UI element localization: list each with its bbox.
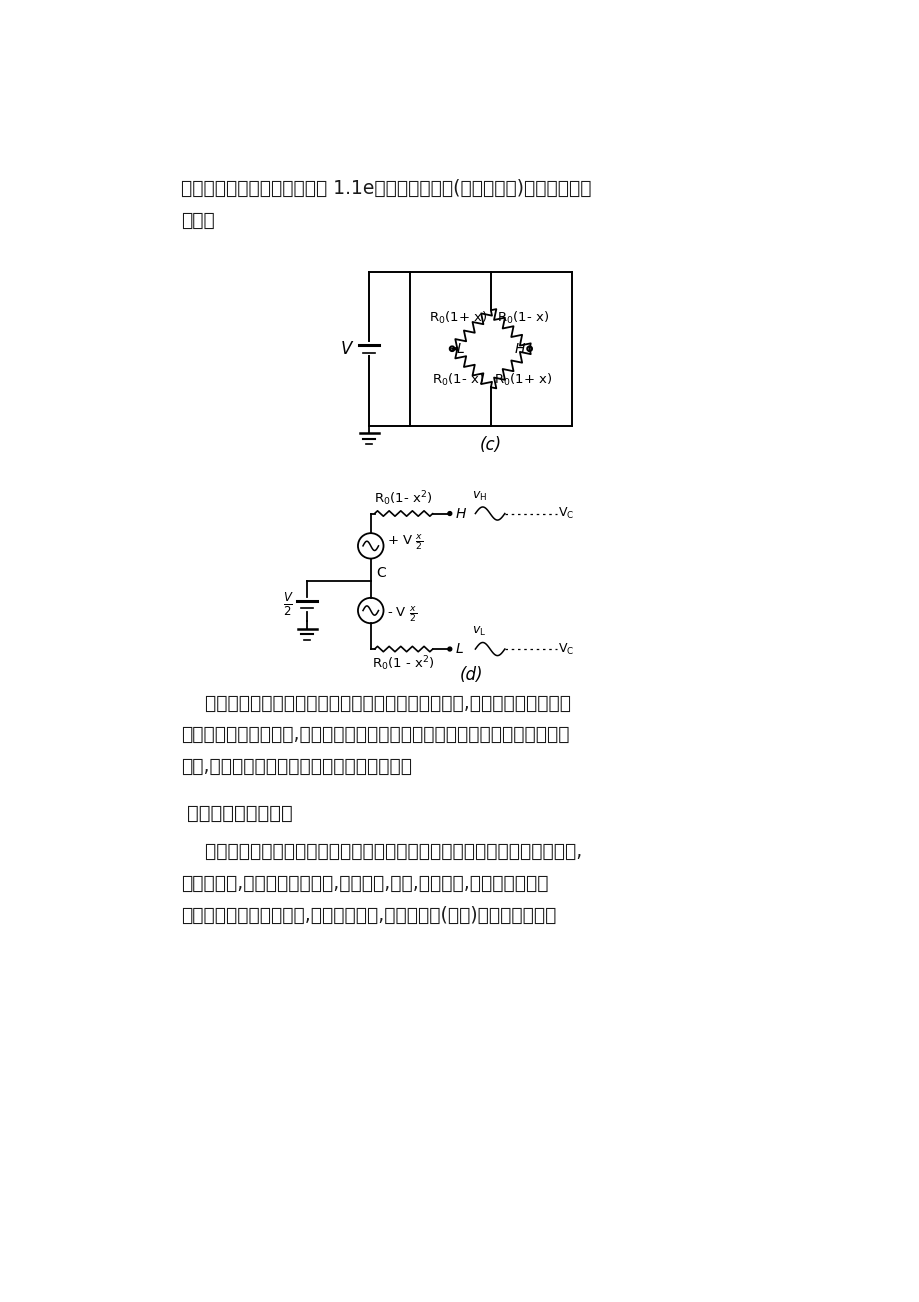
Text: (c): (c) (480, 436, 502, 454)
Text: $v_\mathrm{H}$: $v_\mathrm{H}$ (471, 490, 487, 503)
Circle shape (448, 647, 451, 651)
Text: R$_0$(1- x): R$_0$(1- x) (432, 372, 483, 388)
Text: L: L (456, 341, 464, 355)
Text: R$_0$(1- x$^2$): R$_0$(1- x$^2$) (374, 490, 433, 508)
Text: $v_\mathrm{L}$: $v_\mathrm{L}$ (471, 625, 486, 638)
Text: 地面之间的关系。例如,一个差分接地信号是不符合一个输入端接地的放大器。: 地面之间的关系。例如,一个差分接地信号是不符合一个输入端接地的放大器。 (181, 725, 569, 745)
Text: - V $\frac{x}{2}$: - V $\frac{x}{2}$ (387, 604, 417, 624)
Text: L: L (456, 642, 463, 656)
Text: 窄频带和宽频带信号: 窄频带和宽频带信号 (187, 803, 292, 823)
Text: R$_0$(1 - x$^2$): R$_0$(1 - x$^2$) (372, 655, 435, 673)
Text: $\frac{V}{2}$: $\frac{V}{2}$ (282, 591, 293, 618)
Text: 电驱动调制传感器的信号,在这种情况下,增加的频率(载体)成为中央频率。: 电驱动调制传感器的信号,在这种情况下,增加的频率(载体)成为中央频率。 (181, 905, 556, 924)
Text: V: V (340, 340, 352, 358)
Text: V$_\mathrm{C}$: V$_\mathrm{C}$ (558, 506, 574, 521)
Text: C: C (376, 566, 385, 579)
Circle shape (448, 512, 451, 516)
Text: 信号调节必须确保传感器信号和接收器之间的兼容性,这取决于输入终端和: 信号调节必须确保传感器信号和接收器之间的兼容性,这取决于输入终端和 (181, 694, 571, 712)
Text: 电压。: 电压。 (181, 211, 214, 230)
Text: H: H (514, 341, 525, 355)
Text: (d): (d) (460, 667, 482, 684)
Text: H: H (456, 506, 466, 521)
Text: R$_0$(1- x): R$_0$(1- x) (497, 310, 549, 326)
Text: 因此,还必须根据他们的描述输入放大器拓扑。: 因此,还必须根据他们的描述输入放大器拓扑。 (181, 756, 412, 776)
Text: R$_0$(1+ x): R$_0$(1+ x) (428, 310, 487, 326)
Text: 窄频带信号对于其中心频率有一个很小的频率范围。窄带信号可以是直流电,: 窄频带信号对于其中心频率有一个很小的频率范围。窄带信号可以是直流电, (181, 842, 582, 862)
Text: R$_0$(1+ x): R$_0$(1+ x) (494, 372, 552, 388)
Text: 路分析通常使用等效电路如图 1.1e。一些差分信号(接地或浮动)没有任何共模: 路分析通常使用等效电路如图 1.1e。一些差分信号(接地或浮动)没有任何共模 (181, 180, 591, 198)
Text: + V $\frac{x}{2}$: + V $\frac{x}{2}$ (387, 533, 424, 552)
Text: V$_\mathrm{C}$: V$_\mathrm{C}$ (558, 642, 574, 656)
Text: 或是静态的,产生非常低的频率,如热电偶,磅秤,或交流电,比如来自于交流: 或是静态的,产生非常低的频率,如热电偶,磅秤,或交流电,比如来自于交流 (181, 874, 548, 893)
